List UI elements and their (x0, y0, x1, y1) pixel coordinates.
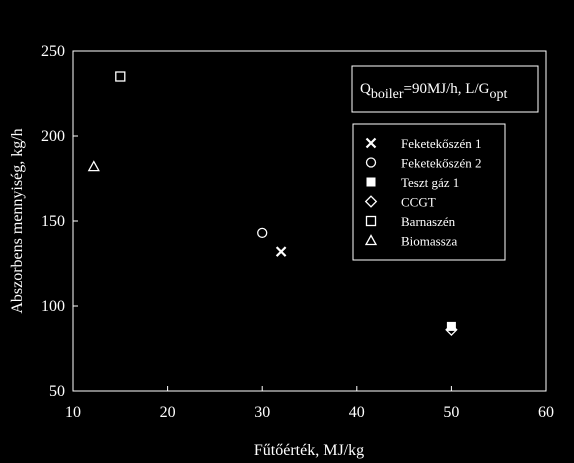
y-tick-label: 200 (41, 128, 65, 145)
annotation-box: Qboiler=90MJ/h, L/Gopt (351, 65, 539, 113)
legend-marker (365, 215, 377, 227)
annotation-frame (351, 65, 539, 113)
y-axis-ticks: 50 100 150 200 250 (41, 43, 78, 400)
annotation-q: Q (360, 81, 371, 97)
legend-label: Feketekőszén 2 (401, 156, 482, 171)
x-tick-label: 50 (443, 404, 459, 421)
legend: Feketekőszén 1 Feketekőszén 2 Teszt gáz 1 C… (352, 123, 506, 261)
legend-label: Teszt gáz 1 (401, 175, 459, 190)
x-tick-label: 10 (65, 404, 81, 421)
y-tick-label: 100 (41, 298, 65, 315)
legend-marker (366, 177, 376, 187)
y-tick-label: 150 (41, 213, 65, 230)
legend-items: Feketekőszén 1 Feketekőszén 2 Teszt gáz 1 C… (364, 136, 482, 249)
legend-marker (364, 234, 378, 246)
annotation-sub-boiler: boiler (371, 87, 404, 102)
legend-marker (365, 157, 377, 168)
y-tick-label: 50 (49, 383, 65, 400)
data-point (87, 160, 100, 172)
legend-label: Feketekőszén 1 (401, 136, 482, 151)
legend-marker (365, 137, 377, 149)
x-tick-label: 60 (538, 404, 554, 421)
legend-label: CCGT (401, 195, 436, 210)
x-axis-ticks: 10 20 30 40 50 60 (65, 386, 554, 421)
x-tick-label: 40 (349, 404, 365, 421)
x-tick-label: 30 (254, 404, 270, 421)
data-point (445, 323, 458, 337)
data-point (275, 246, 287, 257)
annotation-text: Qboiler=90MJ/h, L/Gopt (360, 81, 507, 102)
data-point (115, 71, 126, 82)
axes: 10 20 30 40 50 60 50 100 150 200 250 (41, 43, 554, 421)
data-point (446, 321, 456, 331)
legend-marker (364, 195, 378, 208)
data-points (87, 71, 458, 337)
y-tick-label: 250 (41, 43, 65, 60)
annotation-sub-opt: opt (489, 87, 507, 102)
x-axis-label: Fűtőérték, MJ/kg (254, 442, 364, 459)
y-axis-label: Abszorbens mennyiség, kg/h (9, 128, 26, 313)
legend-frame (352, 123, 506, 261)
legend-label: Biomassza (401, 234, 458, 249)
annotation-mid: =90MJ/h, L/G (404, 81, 490, 97)
x-tick-label: 20 (160, 404, 176, 421)
legend-label: Barnaszén (401, 214, 456, 229)
data-point (257, 227, 268, 239)
